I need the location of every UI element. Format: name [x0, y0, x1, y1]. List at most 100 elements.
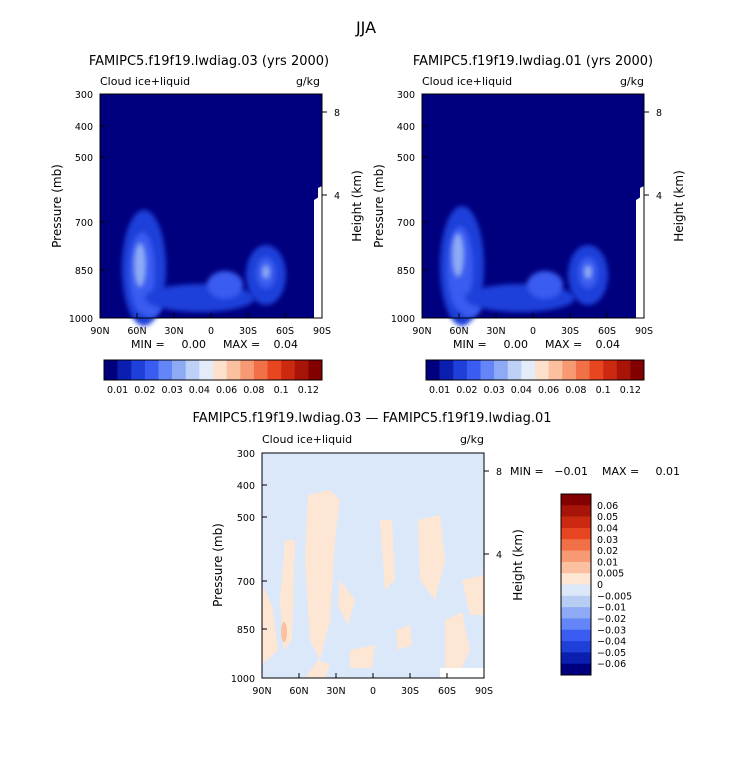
min-value: 0.00	[504, 338, 529, 351]
x-tick-label: 60N	[449, 326, 468, 337]
panel-right-x-ticks: 90N 60N 30N 0 30S 60S 90S	[412, 313, 653, 337]
colorbar-swatch	[131, 360, 146, 380]
y-right-tick-label: 8	[496, 467, 502, 478]
panel-left-y-ticks-right: 8 4	[322, 108, 340, 202]
panel-right-cloud-blob-sh	[568, 245, 608, 305]
diff-patch-strong	[281, 622, 287, 642]
colorbar-label: −0.04	[597, 637, 626, 648]
min-label: MIN =	[131, 338, 165, 351]
diff-patch	[305, 490, 340, 660]
colorbar-label: 0.08	[565, 385, 586, 396]
colorbar-swatch	[144, 360, 159, 380]
y-tick-label: 1000	[391, 314, 415, 325]
panel-left-plot-area	[99, 93, 323, 326]
panel-left-y-axis-label-right: Height (km)	[350, 170, 364, 241]
panel-right-y-axis-label-right: Height (km)	[672, 170, 686, 241]
y-tick-label: 700	[75, 218, 93, 229]
y-right-tick-label: 4	[656, 191, 662, 202]
colorbar-swatch	[561, 663, 591, 676]
max-value: 0.04	[274, 338, 299, 351]
y-tick-label: 500	[397, 153, 415, 164]
colorbar-label: 0.06	[216, 385, 237, 396]
diff-patch	[262, 585, 278, 665]
x-tick-label: 30S	[239, 326, 257, 337]
panel-left-units: g/kg	[296, 75, 320, 88]
x-tick-label: 30S	[401, 686, 419, 697]
colorbar-label: −0.02	[597, 614, 626, 625]
colorbar-label: 0.03	[597, 535, 618, 546]
colorbar-frame	[425, 359, 645, 381]
panel-right-missing-data-upper	[640, 186, 644, 200]
x-tick-label: 60S	[276, 326, 294, 337]
panel-right: FAMIPC5.f19f19.lwdiag.01 (yrs 2000) Clou…	[372, 54, 686, 396]
colorbar-swatch	[561, 550, 591, 563]
colorbar-swatch	[240, 360, 255, 380]
x-tick-label: 0	[370, 686, 376, 697]
y-tick-label: 300	[75, 90, 93, 101]
colorbar-label: 0.12	[620, 385, 641, 396]
panel-right-contour-level-3	[452, 233, 464, 277]
panel-left-y-axis-label: Pressure (mb)	[50, 164, 64, 248]
colorbar-label: 0.03	[484, 385, 505, 396]
colorbar-swatch	[562, 360, 577, 380]
colorbar-swatch	[561, 607, 591, 619]
panel-diff: FAMIPC5.f19f19.lwdiag.03 — FAMIPC5.f19f1…	[192, 411, 680, 697]
colorbar-swatch	[616, 360, 631, 380]
colorbar-label: 0.06	[597, 501, 618, 512]
colorbar-label: 0.02	[134, 385, 155, 396]
colorbar-frame	[560, 493, 592, 676]
max-label: MAX =	[545, 338, 582, 351]
colorbar-swatch	[561, 595, 591, 608]
x-tick-label: 0	[530, 326, 536, 337]
panel-diff-title: FAMIPC5.f19f19.lwdiag.03 — FAMIPC5.f19f1…	[192, 411, 551, 426]
panel-right-cloud-blob-low	[465, 271, 575, 312]
diff-patch	[305, 660, 330, 678]
diff-patch	[396, 625, 412, 650]
colorbar-label: 0.04	[189, 385, 210, 396]
colorbar-label: 0.01	[429, 385, 450, 396]
colorbar-swatch	[507, 360, 522, 380]
x-tick-label: 90N	[90, 326, 109, 337]
colorbar-swatch	[480, 360, 495, 380]
colorbar-frame	[103, 359, 323, 381]
colorbar-swatch	[561, 618, 591, 631]
colorbar-swatch	[561, 539, 591, 551]
panel-right-variable: Cloud ice+liquid	[422, 75, 512, 88]
panel-left-cloud-blob-nh	[122, 210, 166, 326]
panel-right-missing-data	[636, 195, 644, 318]
panel-right-cloud-blob-nh	[440, 206, 484, 326]
panel-left-variable: Cloud ice+liquid	[100, 75, 190, 88]
colorbar-label: 0.08	[243, 385, 264, 396]
x-tick-label: 90S	[313, 326, 331, 337]
panel-right-min-max: MIN = 0.00 MAX = 0.04	[453, 338, 620, 351]
colorbar-label: 0.005	[597, 569, 624, 580]
y-right-tick-label: 4	[496, 550, 502, 561]
x-tick-label: 90N	[252, 686, 271, 697]
panel-left-cloud-blob-sh	[246, 245, 286, 305]
colorbar-label: −0.005	[597, 591, 632, 602]
panel-right-units: g/kg	[620, 75, 644, 88]
colorbar-swatch	[117, 360, 132, 380]
y-tick-label: 1000	[69, 314, 93, 325]
colorbar-label: 0.12	[298, 385, 319, 396]
colorbar-label: 0.01	[597, 557, 618, 568]
colorbar-swatch	[521, 360, 536, 380]
panel-diff-min-max: MIN = −0.01 MAX = 0.01	[510, 465, 680, 478]
y-tick-label: 500	[237, 513, 255, 524]
diff-patch	[445, 612, 470, 668]
y-tick-label: 400	[397, 122, 415, 133]
colorbar-swatch	[466, 360, 481, 380]
panel-left-title: FAMIPC5.f19f19.lwdiag.03 (yrs 2000)	[89, 54, 329, 69]
colorbar-label: 0.04	[511, 385, 532, 396]
colorbar-swatch	[104, 360, 118, 380]
y-tick-label: 700	[237, 577, 255, 588]
colorbar-swatch	[561, 516, 591, 529]
panel-left-x-ticks: 90N 60N 30N 0 30S 60S 90S	[90, 313, 331, 337]
panel-right-y-ticks: 300 400 500 700 850 1000	[391, 90, 427, 325]
colorbar-label: 0.05	[597, 512, 618, 523]
colorbar-swatch	[589, 360, 604, 380]
colorbar-label: 0.01	[107, 385, 128, 396]
colorbar-label: 0.04	[597, 523, 618, 534]
colorbar-label: 0.02	[456, 385, 477, 396]
